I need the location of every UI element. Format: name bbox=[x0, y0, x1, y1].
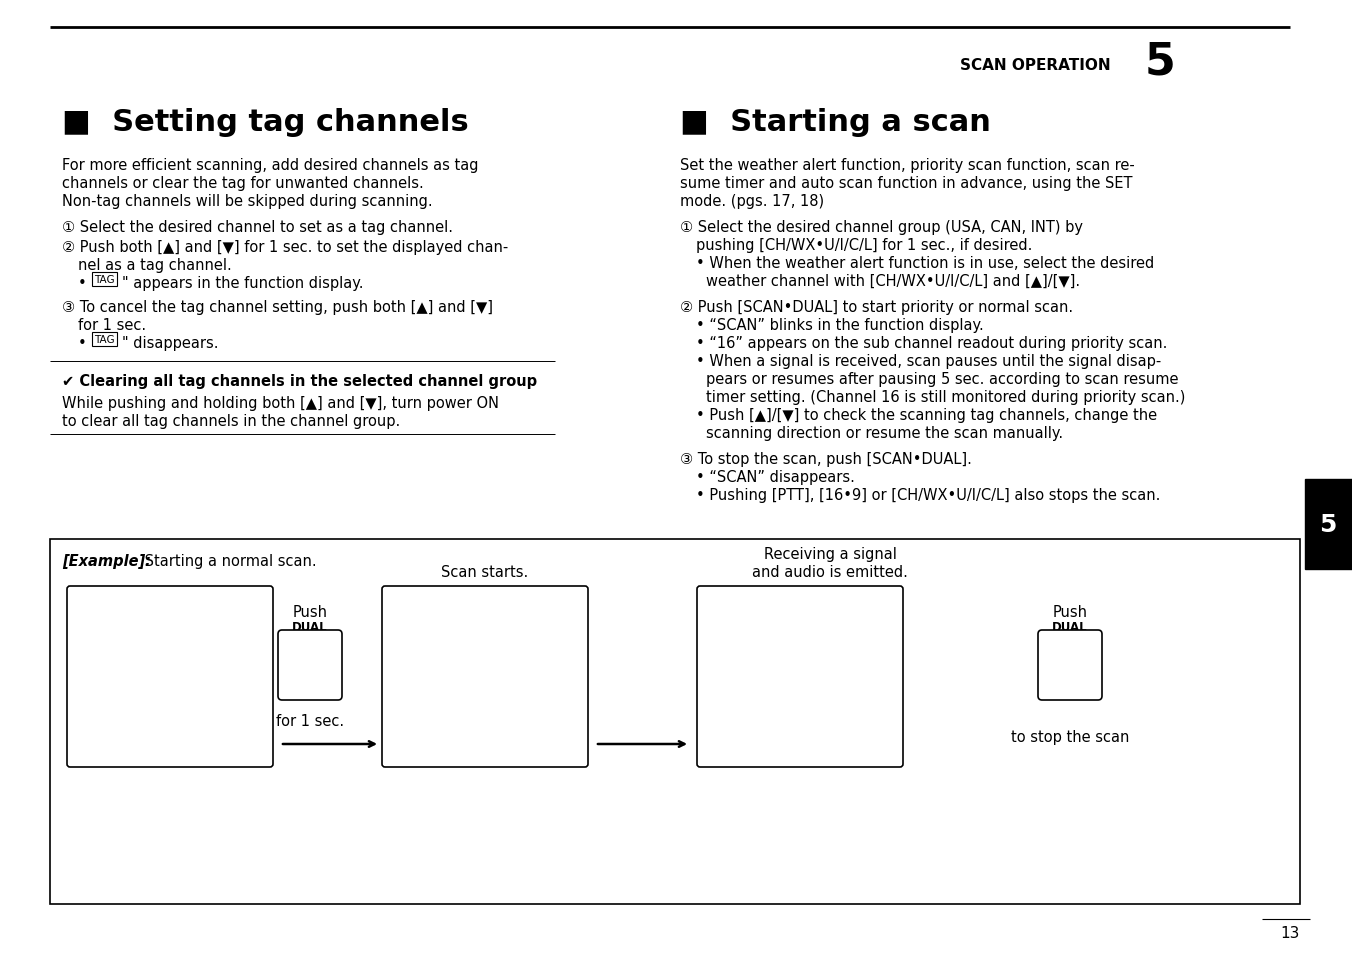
Text: ◄: ◄ bbox=[575, 678, 581, 686]
Text: DUP: DUP bbox=[237, 740, 251, 748]
Text: ② Push both [▲] and [▼] for 1 sec. to set the displayed chan-: ② Push both [▲] and [▼] for 1 sec. to se… bbox=[62, 240, 508, 254]
Text: • When a signal is received, scan pauses until the signal disap-: • When a signal is received, scan pauses… bbox=[696, 354, 1161, 369]
Text: For more efficient scanning, add desired channels as tag: For more efficient scanning, add desired… bbox=[62, 158, 479, 172]
Text: Starting a normal scan.: Starting a normal scan. bbox=[141, 554, 316, 568]
FancyBboxPatch shape bbox=[698, 586, 903, 767]
Text: Non-tag channels will be skipped during scanning.: Non-tag channels will be skipped during … bbox=[62, 193, 433, 209]
Text: ⓞ: ⓞ bbox=[708, 619, 715, 629]
Text: ▌▌▌▌▌: ▌▌▌▌▌ bbox=[441, 599, 468, 606]
Text: SCAN: SCAN bbox=[869, 664, 890, 673]
Text: nel as a tag channel.: nel as a tag channel. bbox=[78, 257, 231, 273]
Text: ⓞ: ⓞ bbox=[78, 619, 85, 629]
Text: ③ To stop the scan, push [SCAN•DUAL].: ③ To stop the scan, push [SCAN•DUAL]. bbox=[680, 452, 972, 467]
Text: • Pushing [PTT], [16•9] or [CH/WX•U/I/C/L] also stops the scan.: • Pushing [PTT], [16•9] or [CH/WX•U/I/C/… bbox=[696, 488, 1160, 502]
Text: Receiving a signal: Receiving a signal bbox=[764, 546, 896, 561]
Text: ① Select the desired channel to set as a tag channel.: ① Select the desired channel to set as a… bbox=[62, 220, 453, 234]
Text: • “SCAN” blinks in the function display.: • “SCAN” blinks in the function display. bbox=[696, 317, 984, 333]
Text: timer setting. (Channel 16 is still monitored during priority scan.): timer setting. (Channel 16 is still moni… bbox=[706, 390, 1186, 405]
Text: 5: 5 bbox=[1320, 513, 1337, 537]
Text: ▌▌▌▌▌: ▌▌▌▌▌ bbox=[112, 599, 139, 606]
Text: ▌▌▌▌▌: ▌▌▌▌▌ bbox=[756, 599, 783, 606]
Text: 00: 00 bbox=[426, 635, 514, 703]
FancyBboxPatch shape bbox=[383, 586, 588, 767]
Text: DUP: DUP bbox=[552, 740, 566, 748]
Text: ■  Setting tag channels: ■ Setting tag channels bbox=[62, 108, 469, 137]
Text: scanning direction or resume the scan manually.: scanning direction or resume the scan ma… bbox=[706, 426, 1063, 440]
Text: While pushing and holding both [▲] and [▼], turn power ON: While pushing and holding both [▲] and [… bbox=[62, 395, 499, 411]
Text: Scan starts.: Scan starts. bbox=[441, 564, 529, 579]
Text: ⓞ: ⓞ bbox=[393, 619, 400, 629]
Text: DUAL: DUAL bbox=[292, 620, 327, 634]
Text: ▌▌▌: ▌▌▌ bbox=[220, 599, 239, 608]
Text: SCAN: SCAN bbox=[1051, 655, 1090, 667]
Text: • ": • " bbox=[78, 275, 97, 291]
FancyBboxPatch shape bbox=[1038, 630, 1102, 700]
Text: • “16” appears on the sub channel readout during priority scan.: • “16” appears on the sub channel readou… bbox=[696, 335, 1167, 351]
Text: SQL: SQL bbox=[88, 599, 103, 608]
Text: 00: 00 bbox=[107, 635, 193, 703]
Text: ◄: ◄ bbox=[890, 689, 896, 699]
Text: pushing [CH/WX•U/I/C/L] for 1 sec., if desired.: pushing [CH/WX•U/I/C/L] for 1 sec., if d… bbox=[696, 237, 1033, 253]
FancyBboxPatch shape bbox=[68, 586, 273, 767]
Text: DUAL: DUAL bbox=[1052, 620, 1088, 634]
Text: • When the weather alert function is in use, select the desired: • When the weather alert function is in … bbox=[696, 255, 1155, 271]
Text: 5: 5 bbox=[1145, 40, 1176, 84]
Text: 06: 06 bbox=[741, 635, 829, 703]
FancyBboxPatch shape bbox=[279, 630, 342, 700]
Text: ② Push [SCAN•DUAL] to start priority or normal scan.: ② Push [SCAN•DUAL] to start priority or … bbox=[680, 299, 1073, 314]
Bar bbox=[50, 539, 1301, 904]
Text: Push: Push bbox=[1052, 604, 1087, 619]
Text: to clear all tag channels in the channel group.: to clear all tag channels in the channel… bbox=[62, 414, 400, 429]
Text: ✔ Clearing all tag channels in the selected channel group: ✔ Clearing all tag channels in the selec… bbox=[62, 374, 537, 389]
Text: weather channel with [CH/WX•U/I/C/L] and [▲]/[▼].: weather channel with [CH/WX•U/I/C/L] and… bbox=[706, 274, 1080, 289]
Text: ◄: ◄ bbox=[575, 689, 581, 699]
Text: ① Select the desired channel group (USA, CAN, INT) by: ① Select the desired channel group (USA,… bbox=[680, 220, 1083, 234]
Text: mode. (pgs. 17, 18): mode. (pgs. 17, 18) bbox=[680, 193, 825, 209]
Bar bbox=[1305, 479, 1352, 569]
Text: TAG: TAG bbox=[95, 274, 115, 285]
Text: • Push [▲]/[▼] to check the scanning tag channels, change the: • Push [▲]/[▼] to check the scanning tag… bbox=[696, 408, 1157, 422]
Text: TAG: TAG bbox=[704, 599, 721, 608]
Text: [Example]:: [Example]: bbox=[62, 554, 151, 568]
Text: channels or clear the tag for unwanted channels.: channels or clear the tag for unwanted c… bbox=[62, 175, 423, 191]
Text: ▌▌▌: ▌▌▌ bbox=[854, 599, 875, 608]
Text: to stop the scan: to stop the scan bbox=[1011, 729, 1129, 744]
Text: • ": • " bbox=[78, 335, 97, 351]
Text: TAG: TAG bbox=[95, 335, 115, 345]
Text: • “SCAN” disappears.: • “SCAN” disappears. bbox=[696, 470, 854, 484]
Text: ■  Starting a scan: ■ Starting a scan bbox=[680, 108, 991, 137]
Text: ③ To cancel the tag channel setting, push both [▲] and [▼]: ③ To cancel the tag channel setting, pus… bbox=[62, 299, 493, 314]
Text: ▌▌▌: ▌▌▌ bbox=[539, 599, 560, 608]
Text: " appears in the function display.: " appears in the function display. bbox=[122, 275, 364, 291]
Text: " disappears.: " disappears. bbox=[122, 335, 219, 351]
Text: SCAN OPERATION: SCAN OPERATION bbox=[960, 57, 1110, 72]
Text: SQL: SQL bbox=[731, 599, 746, 608]
Text: and audio is emitted.: and audio is emitted. bbox=[752, 564, 909, 579]
Text: Push: Push bbox=[292, 604, 327, 619]
Text: pears or resumes after pausing 5 sec. according to scan resume: pears or resumes after pausing 5 sec. ac… bbox=[706, 372, 1179, 387]
Text: Set the weather alert function, priority scan function, scan re-: Set the weather alert function, priority… bbox=[680, 158, 1134, 172]
Text: SCAN: SCAN bbox=[554, 664, 575, 673]
Text: SCAN: SCAN bbox=[291, 655, 329, 667]
Text: 13: 13 bbox=[1280, 925, 1299, 941]
Text: SQL: SQL bbox=[416, 599, 431, 608]
Text: for 1 sec.: for 1 sec. bbox=[276, 713, 343, 728]
Text: ◄: ◄ bbox=[890, 678, 896, 686]
Text: for 1 sec.: for 1 sec. bbox=[78, 317, 146, 333]
Text: TAG: TAG bbox=[389, 599, 406, 608]
Text: sume timer and auto scan function in advance, using the SET: sume timer and auto scan function in adv… bbox=[680, 175, 1133, 191]
